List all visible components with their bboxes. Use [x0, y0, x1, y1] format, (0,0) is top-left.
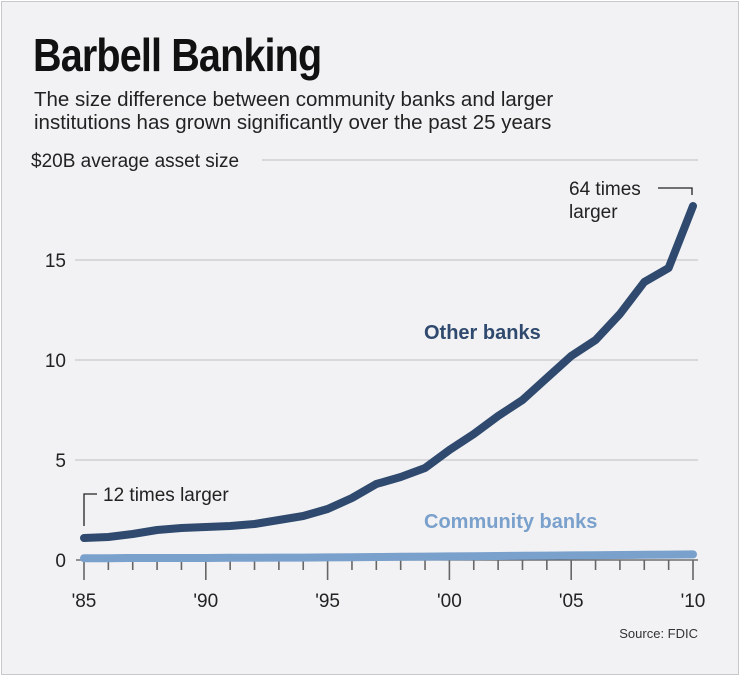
subtitle-line-1: The size difference between community ba… — [34, 88, 554, 111]
y-tick-label: 15 — [45, 251, 66, 272]
subtitle-line-2: institutions has grown significantly ove… — [34, 111, 552, 134]
other-banks-line — [80, 202, 697, 542]
end-annotation-line-1: 64 times — [569, 179, 641, 200]
chart-subtitle: The size difference between community ba… — [34, 88, 734, 134]
start-annotation: 12 times larger — [103, 485, 229, 506]
end-annotation-line-2: larger — [569, 202, 618, 223]
y-tick-label: 5 — [55, 451, 66, 472]
x-tick-label: '95 — [315, 591, 340, 612]
gridlines — [75, 159, 698, 461]
y-tick-label: 10 — [45, 351, 66, 372]
x-tick-label: '90 — [193, 591, 218, 612]
x-tick-label: '05 — [559, 591, 584, 612]
community-banks-label: Community banks — [424, 511, 597, 533]
source-note: Source: FDIC — [619, 626, 698, 641]
x-axis: '85 '90 '95 '00 '05 '10 — [72, 559, 706, 612]
y-unit-label: $20B average asset size — [31, 151, 239, 172]
end-annotation-bracket — [658, 187, 693, 195]
y-tick-label: 0 — [55, 551, 66, 572]
y-axis-ticks: 0 5 10 15 — [45, 251, 66, 572]
chart-title: Barbell Banking — [33, 29, 322, 81]
x-tick-label: '00 — [437, 591, 462, 612]
other-banks-label: Other banks — [424, 322, 541, 344]
x-tick-label: '10 — [681, 591, 706, 612]
start-annotation-bracket — [83, 493, 97, 526]
community-banks-line — [80, 550, 697, 563]
x-tick-label: '85 — [72, 591, 97, 612]
